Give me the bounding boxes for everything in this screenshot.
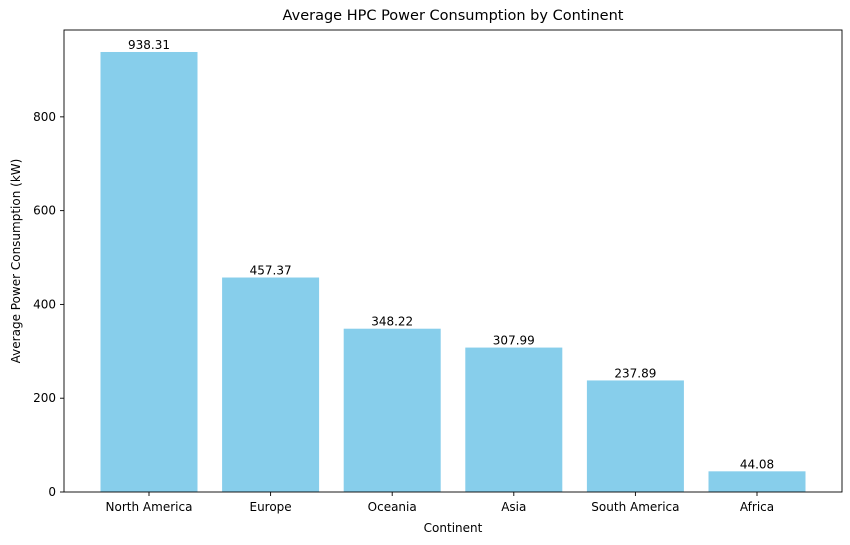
bar-north-america — [100, 51, 198, 492]
y-axis-label: Average Power Consumption (kW) — [9, 159, 23, 364]
x-tick-label: Asia — [501, 500, 526, 514]
data-labels-group: 938.31 457.37 348.22 307.99 237.89 44.08 — [128, 38, 774, 471]
data-label: 348.22 — [371, 315, 413, 329]
data-label: 44.08 — [740, 457, 774, 471]
data-label: 457.37 — [250, 264, 292, 278]
bar-africa — [708, 471, 806, 492]
bar-europe — [222, 277, 320, 492]
data-label: 237.89 — [614, 366, 656, 380]
y-tick-label: 800 — [33, 110, 56, 124]
x-tick-label: Africa — [740, 500, 774, 514]
y-axis-ticks: 0 200 400 600 800 — [33, 110, 64, 499]
bar-asia — [465, 347, 563, 492]
chart-title: Average HPC Power Consumption by Contine… — [283, 8, 624, 24]
y-tick-label: 600 — [33, 204, 56, 218]
y-tick-label: 200 — [33, 391, 56, 405]
x-tick-label: Europe — [249, 500, 291, 514]
x-axis-label: Continent — [424, 521, 483, 535]
y-tick-label: 0 — [48, 485, 56, 499]
data-label: 938.31 — [128, 38, 170, 52]
x-tick-label: Oceania — [368, 500, 417, 514]
bar-oceania — [343, 328, 441, 492]
y-tick-label: 400 — [33, 297, 56, 311]
bar-south-america — [586, 380, 684, 492]
data-label: 307.99 — [493, 334, 535, 348]
x-axis-ticks: North America Europe Oceania Asia South Amer… — [106, 492, 774, 514]
bars-group — [100, 51, 806, 492]
x-tick-label: North America — [106, 500, 193, 514]
x-tick-label: South America — [591, 500, 679, 514]
plot-frame — [63, 29, 843, 493]
